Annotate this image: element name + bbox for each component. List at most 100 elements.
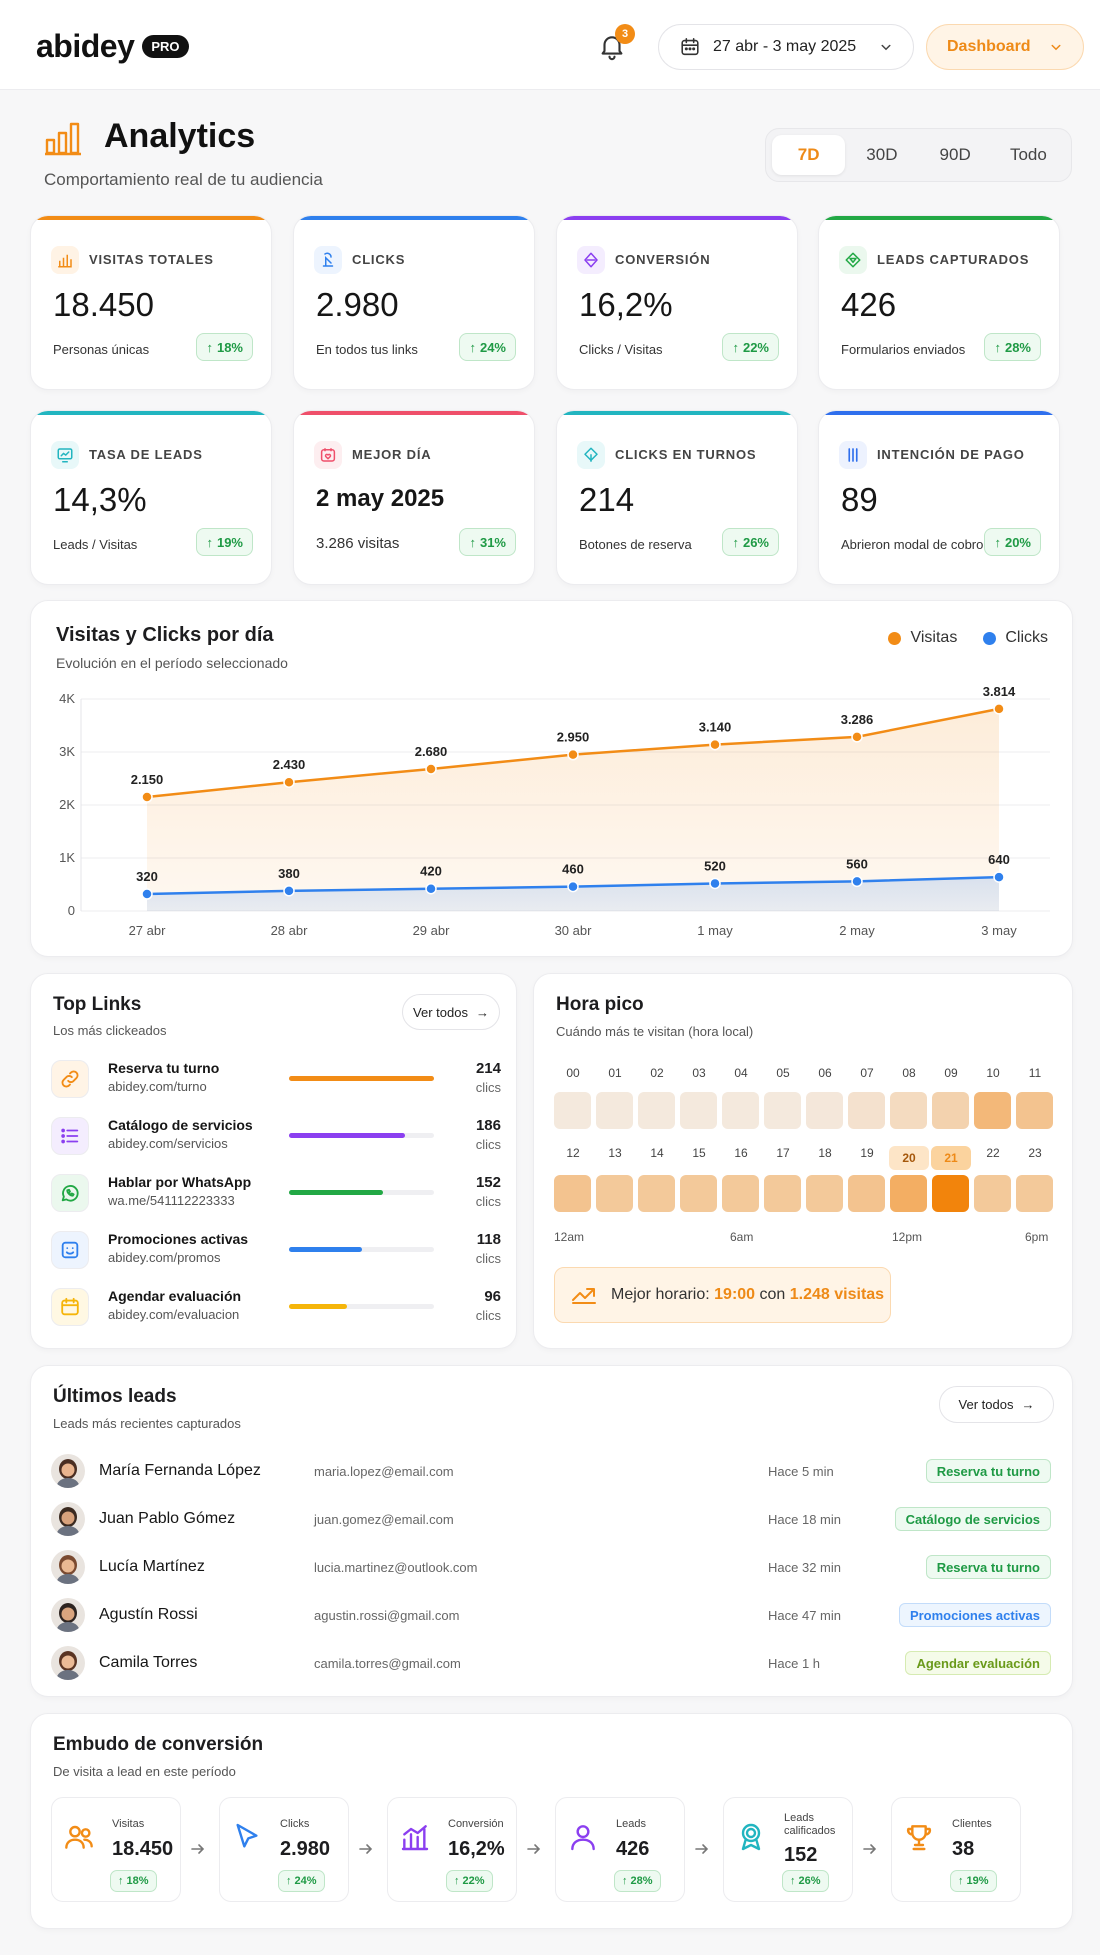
heatmap-cell[interactable] <box>722 1092 759 1129</box>
view-all-label: Ver todos <box>958 1397 1014 1412</box>
date-range-picker[interactable]: 27 abr - 3 may 2025 <box>658 24 914 70</box>
tab-90d[interactable]: 90D <box>939 145 971 164</box>
data-point-clicks[interactable] <box>425 882 437 895</box>
data-point-visitas[interactable] <box>993 703 1005 715</box>
kpi-footnote: En todos tus links <box>316 342 418 357</box>
heatmap-cell[interactable] <box>806 1175 843 1212</box>
heatmap-cell[interactable] <box>596 1092 633 1129</box>
data-label: 380 <box>278 866 300 881</box>
card-accent <box>819 411 1059 415</box>
heatmap-cell[interactable] <box>848 1092 885 1129</box>
heatmap-cell[interactable] <box>974 1175 1011 1212</box>
heatmap-cell[interactable] <box>722 1175 759 1212</box>
kpi-value: 14,3% <box>53 481 147 518</box>
kpi-delta-badge: ↑ 19% <box>196 528 253 556</box>
kpi-card-mejor-dia[interactable]: MEJOR DÍA 2 may 2025 3.286 visitas ↑ 31% <box>293 410 535 585</box>
top-link-row[interactable]: Hablar por WhatsApp wa.me/541112223333 152… <box>51 1170 501 1220</box>
heatmap-cell[interactable] <box>890 1092 927 1129</box>
lead-row[interactable]: Juan Pablo Gómez juan.gomez@email.com Hace… <box>51 1499 1051 1539</box>
tab-todo[interactable]: Todo <box>1009 145 1047 164</box>
heatmap-cell[interactable] <box>974 1092 1011 1129</box>
funnel-stage[interactable]: Clicks 2.980 ↑ 24% <box>219 1797 349 1902</box>
kpi-card-leads[interactable]: LEADS CAPTURADOS 426 Formularios enviado… <box>818 215 1060 390</box>
stage-value: 152 <box>784 1844 818 1866</box>
data-point-clicks[interactable] <box>567 880 579 893</box>
section-subtitle: Leads más recientes capturados <box>53 1416 241 1431</box>
kpi-card-conversion[interactable]: CONVERSIÓN 16,2% Clicks / Visitas ↑ 22% <box>556 215 798 390</box>
data-point-visitas[interactable] <box>567 748 579 761</box>
conversion-funnel-card: Embudo de conversión De visita a lead en… <box>30 1713 1073 1929</box>
stage-delta: 24% <box>294 1875 317 1887</box>
hour-label: 20 <box>889 1146 929 1170</box>
dashboard-selector[interactable]: Dashboard <box>926 24 1084 70</box>
legend-label: Visitas <box>910 629 958 646</box>
kpi-card-clicks[interactable]: CLICKS 2.980 En todos tus links ↑ 24% <box>293 215 535 390</box>
view-all-links-button[interactable]: Ver todos → <box>402 994 500 1030</box>
heatmap-cell[interactable] <box>638 1092 675 1129</box>
top-bar: abidey PRO 3 27 abr - 3 may 2025 Dashboa… <box>0 0 1100 90</box>
heatmap-cell[interactable] <box>848 1175 885 1212</box>
heatmap-cell[interactable] <box>554 1175 591 1212</box>
kpi-card-intencion-pago[interactable]: INTENCIÓN DE PAGO 89 Abrieron modal de c… <box>818 410 1060 585</box>
stage-value: 18.450 <box>112 1838 174 1860</box>
heatmap-cell[interactable] <box>680 1175 717 1212</box>
data-point-visitas[interactable] <box>851 731 863 743</box>
kpi-card-tasa-leads[interactable]: TASA DE LEADS 14,3% Leads / Visitas ↑ 19% <box>30 410 272 585</box>
lead-email: camila.torres@gmail.com <box>314 1656 461 1671</box>
data-point-visitas[interactable] <box>709 738 721 751</box>
lead-name: Juan Pablo Gómez <box>99 1510 236 1527</box>
data-point-visitas[interactable] <box>425 763 437 775</box>
arrow-up-icon: ↑ <box>994 534 1001 550</box>
data-point-clicks[interactable] <box>709 877 721 890</box>
lead-name: Agustín Rossi <box>99 1606 198 1623</box>
top-link-row[interactable]: Promociones activas abidey.com/promos 118 c… <box>51 1227 501 1277</box>
top-link-row[interactable]: Catálogo de servicios abidey.com/servicio… <box>51 1113 501 1163</box>
link-url: wa.me/541112223333 <box>108 1193 235 1208</box>
cursor-icon <box>228 1818 266 1856</box>
heatmap-cell[interactable] <box>1016 1092 1053 1129</box>
legend-visitas[interactable]: Visitas <box>888 629 957 647</box>
brand-logo[interactable]: abidey PRO <box>36 28 189 65</box>
tab-7d[interactable]: 7D <box>772 135 846 175</box>
heatmap-cell[interactable] <box>806 1092 843 1129</box>
heatmap-cell[interactable] <box>764 1092 801 1129</box>
data-point-visitas[interactable] <box>141 791 153 803</box>
heatmap-cell[interactable] <box>932 1092 969 1129</box>
data-point-clicks[interactable] <box>141 888 153 900</box>
lead-row[interactable]: María Fernanda López maria.lopez@email.co… <box>51 1451 1051 1491</box>
data-point-clicks[interactable] <box>993 871 1005 883</box>
tab-30d[interactable]: 30D <box>866 145 898 164</box>
cursor-click-icon <box>314 246 342 274</box>
data-point-clicks[interactable] <box>283 885 295 897</box>
funnel-stage[interactable]: Visitas 18.450 ↑ 18% <box>51 1797 181 1902</box>
view-all-leads-button[interactable]: Ver todos → <box>939 1386 1054 1423</box>
calendar-icon <box>51 1288 89 1326</box>
lead-row[interactable]: Lucía Martínez lucia.martinez@outlook.com… <box>51 1547 1051 1587</box>
lead-row[interactable]: Camila Torres camila.torres@gmail.com Hace… <box>51 1643 1051 1683</box>
funnel-stage[interactable]: Leads 426 ↑ 28% <box>555 1797 685 1902</box>
heatmap-cell[interactable] <box>932 1175 969 1212</box>
link-click-count: 186 <box>475 1117 501 1134</box>
legend-clicks[interactable]: Clicks <box>983 629 1048 647</box>
stage-delta-badge: ↑ 18% <box>110 1870 157 1892</box>
avatar <box>51 1502 85 1536</box>
top-link-row[interactable]: Agendar evaluación abidey.com/evaluacion 9… <box>51 1284 501 1334</box>
heatmap-cell[interactable] <box>890 1175 927 1212</box>
data-point-clicks[interactable] <box>851 875 863 888</box>
heatmap-cell[interactable] <box>764 1175 801 1212</box>
heatmap-cell[interactable] <box>680 1092 717 1129</box>
funnel-stage[interactable]: Leads calificados 152 ↑ 26% <box>723 1797 853 1902</box>
section-title: Embudo de conversión <box>53 1734 264 1755</box>
top-link-row[interactable]: Reserva tu turno abidey.com/turno 214 clics <box>51 1056 501 1106</box>
heatmap-cell[interactable] <box>554 1092 591 1129</box>
kpi-card-clicks-turnos[interactable]: CLICKS EN TURNOS 214 Botones de reserva … <box>556 410 798 585</box>
heatmap-cell[interactable] <box>1016 1175 1053 1212</box>
heatmap-cell[interactable] <box>638 1175 675 1212</box>
funnel-stage[interactable]: Clientes 38 ↑ 19% <box>891 1797 1021 1902</box>
data-point-visitas[interactable] <box>283 776 295 788</box>
kpi-card-visitas[interactable]: VISITAS TOTALES 18.450 Personas únicas ↑… <box>30 215 272 390</box>
heatmap-cell[interactable] <box>596 1175 633 1212</box>
lead-row[interactable]: Agustín Rossi agustin.rossi@gmail.com Hace… <box>51 1595 1051 1635</box>
funnel-stage[interactable]: Conversión 16,2% ↑ 22% <box>387 1797 517 1902</box>
kpi-delta: 31% <box>479 534 506 550</box>
